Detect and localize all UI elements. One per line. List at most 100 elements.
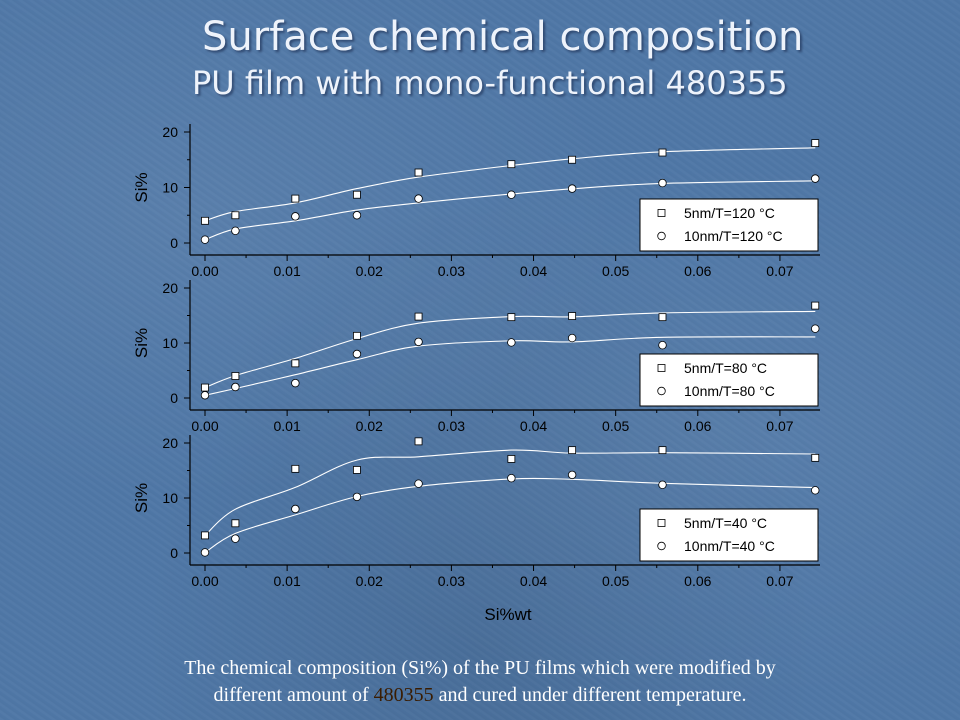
- caption-line-2-end: and cured under different temperature.: [433, 684, 747, 706]
- data-point-square: [231, 372, 240, 380]
- data-point-circle: [352, 349, 362, 359]
- x-tick-label: 0.02: [356, 418, 383, 434]
- y-tick-label: 20: [162, 124, 178, 140]
- y-tick-label: 10: [162, 490, 178, 506]
- chart-panel-2: 0 10 20 0.00 0.01 0.02 0.03 0.04 0.05 0.06 0.07 Si%…: [132, 280, 820, 434]
- data-point-square: [568, 312, 577, 320]
- data-point-square: [507, 455, 516, 463]
- y-tick-label: 20: [162, 435, 178, 451]
- data-point-square: [291, 194, 300, 203]
- x-tick-label: 0.04: [520, 573, 547, 589]
- chart-legend: 5nm/T=40 °C 10nm/T=40 °C: [639, 508, 819, 562]
- data-point-circle: [231, 226, 240, 235]
- legend-entry-label: 5nm/T=40 °C: [684, 515, 767, 531]
- legend-entry-label: 10nm/T=80 °C: [684, 383, 775, 399]
- data-point-square: [811, 453, 820, 462]
- data-point-square: [811, 301, 820, 310]
- slide-subtitle: PU film with mono-functional 480355: [192, 64, 788, 102]
- caption-line-2: different amount of 480355 and cured und…: [0, 682, 960, 709]
- legend-square-marker: [657, 519, 666, 527]
- data-point-circle: [507, 190, 516, 199]
- fit-curve-circle-series: [204, 336, 816, 396]
- x-tick-label: 0.00: [191, 418, 218, 434]
- chart-legend: 5nm/T=80 °C 10nm/T=80 °C: [639, 353, 819, 407]
- data-point-circle: [200, 391, 210, 400]
- data-point-square: [291, 359, 300, 368]
- data-point-circle: [231, 534, 240, 543]
- legend-box: [639, 353, 819, 407]
- data-point-square: [414, 437, 423, 446]
- data-point-square: [353, 466, 361, 474]
- x-tick-label: 0.04: [520, 263, 547, 279]
- data-point-square: [658, 446, 667, 455]
- y-tick-label: 10: [162, 335, 178, 351]
- chart-panel-3: 0 10 20 0.00 0.01 0.02 0.03 0.04 0.05 0.06 0.07 Si%…: [132, 435, 820, 624]
- data-point-circle: [811, 174, 820, 183]
- y-tick-label: 10: [162, 180, 178, 196]
- data-point-circle: [658, 341, 667, 350]
- data-point-circle: [507, 474, 516, 483]
- legend-circle-marker: [657, 541, 666, 551]
- x-tick-label: 0.06: [684, 263, 711, 279]
- data-point-circle: [658, 178, 667, 188]
- x-tick-label: 0.01: [274, 573, 301, 589]
- caption-highlight-480355: 480355: [373, 684, 434, 706]
- legend-circle-marker: [657, 386, 666, 396]
- x-tick-label: 0.07: [766, 263, 793, 279]
- fit-curve-square-series: [204, 310, 816, 389]
- data-point-square: [414, 312, 423, 321]
- legend-box: [639, 508, 819, 562]
- legend-circle-marker: [657, 231, 666, 241]
- x-tick-label: 0.03: [438, 418, 465, 434]
- y-tick-label: 0: [170, 235, 178, 251]
- data-point-circle: [291, 504, 300, 514]
- caption-line-2-start: different amount of: [213, 684, 374, 706]
- data-point-square: [658, 313, 667, 322]
- data-point-square: [201, 216, 209, 225]
- data-point-circle: [352, 492, 362, 502]
- data-point-circle: [291, 212, 300, 221]
- legend-square-marker: [657, 209, 666, 217]
- chart-figure: 0 10 20 0.00 0.01 0.02 0.03 0.04 0.05 0.06 0.07 Si%…: [132, 124, 820, 624]
- data-point-square: [291, 464, 300, 473]
- figure-caption: The chemical composition (Si%) of the PU…: [0, 655, 960, 709]
- y-axis-label: Si%: [132, 328, 151, 358]
- x-tick-label: 0.03: [438, 263, 465, 279]
- x-tick-label: 0.05: [602, 263, 629, 279]
- x-tick-label: 0.05: [602, 418, 629, 434]
- x-tick-label: 0.07: [766, 418, 793, 434]
- data-point-circle: [414, 337, 423, 347]
- x-axis-label: Si%wt: [484, 605, 532, 624]
- x-tick-label: 0.05: [602, 573, 629, 589]
- data-point-square: [568, 446, 577, 455]
- chart-legend: 5nm/T=120 °C 10nm/T=120 °C: [639, 198, 819, 252]
- x-tick-label: 0.00: [191, 263, 218, 279]
- data-point-square: [658, 148, 667, 157]
- data-point-square: [811, 139, 820, 148]
- data-point-circle: [291, 378, 300, 388]
- y-axis-label: Si%: [132, 483, 151, 513]
- data-point-square: [353, 190, 361, 199]
- data-point-square: [507, 160, 516, 169]
- data-point-circle: [567, 470, 577, 480]
- data-point-circle: [567, 184, 577, 193]
- legend-entry-label: 5nm/T=120 °C: [684, 205, 775, 221]
- x-tick-label: 0.07: [766, 573, 793, 589]
- legend-entry-label: 10nm/T=40 °C: [684, 538, 775, 554]
- x-tick-label: 0.02: [356, 263, 383, 279]
- data-point-circle: [507, 338, 516, 347]
- slide-title: Surface chemical composition: [202, 14, 804, 60]
- legend-square-marker: [657, 364, 666, 372]
- y-tick-label: 20: [162, 280, 178, 296]
- y-tick-label: 0: [170, 545, 178, 561]
- x-tick-label: 0.01: [274, 263, 301, 279]
- legend-box: [639, 198, 819, 252]
- legend-entry-label: 10nm/T=120 °C: [684, 228, 783, 244]
- data-point-circle: [414, 479, 423, 488]
- y-axis-label: Si%: [132, 172, 151, 202]
- data-point-square: [353, 331, 361, 340]
- x-tick-label: 0.06: [684, 573, 711, 589]
- data-point-circle: [200, 548, 210, 557]
- caption-line-1: The chemical composition (Si%) of the PU…: [184, 657, 776, 679]
- data-point-square: [201, 383, 209, 392]
